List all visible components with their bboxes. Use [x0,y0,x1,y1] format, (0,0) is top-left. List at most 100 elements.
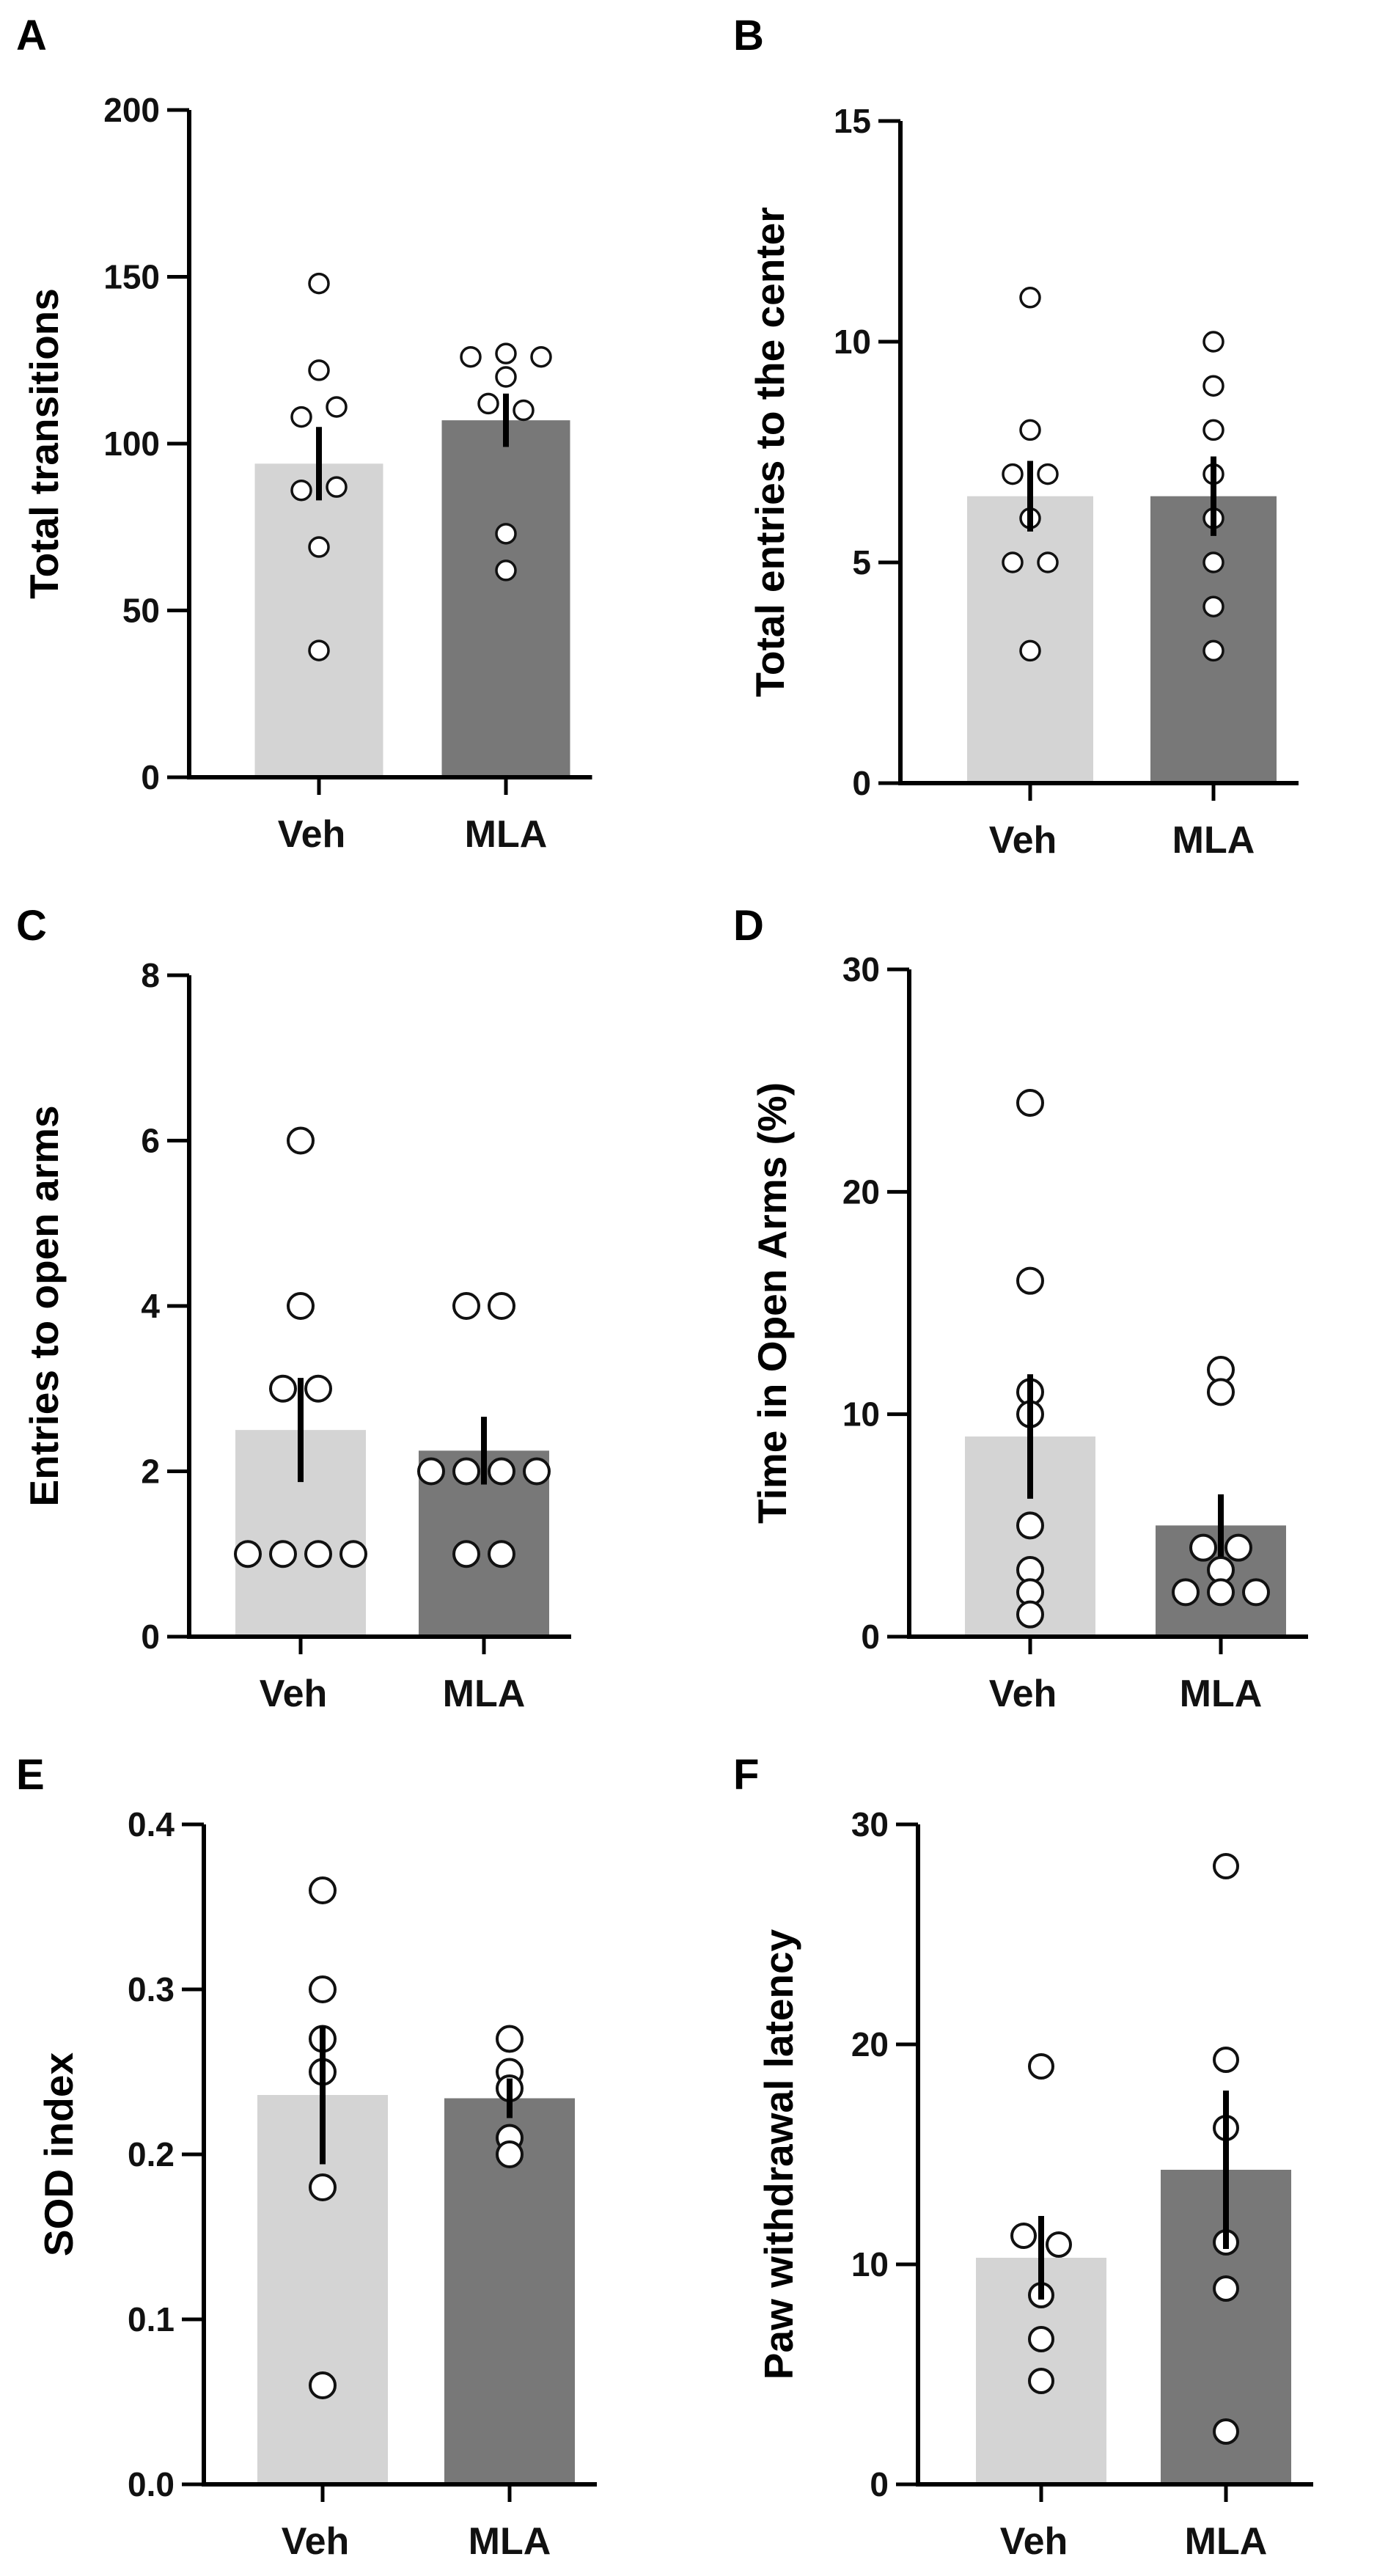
y-tick-label: 0 [861,1618,880,1656]
panel-a: A Total transitions 0 50 100 150 200 Veh MLA [16,12,592,856]
data-point [1002,551,1024,573]
panel-letter: A [16,12,47,59]
data-point [495,342,517,364]
data-point [1028,2053,1054,2080]
data-point [1046,2231,1072,2258]
panel-e: E SOD index 0.0 0.1 0.2 0.3 0.4 Veh MLA [16,1751,597,2563]
y-tick-label: 0.2 [128,2135,175,2173]
data-point [290,479,312,502]
panel-letter: E [16,1751,45,1799]
data-point [308,359,330,381]
y-tick-label: 30 [842,950,880,988]
y-tick-label: 20 [842,1173,880,1211]
data-point [417,1457,445,1486]
data-point [1202,639,1224,662]
x-category-label: MLA [1185,2520,1268,2563]
x-category-label: Veh [989,819,1057,862]
y-tick-label: 2 [141,1453,160,1491]
data-point [1010,2223,1037,2249]
x-category-label: MLA [443,1673,526,1715]
data-point [1202,375,1224,397]
y-tick-label: 200 [103,91,160,129]
y-axis-title: Paw withdrawal latency [756,1929,801,2379]
data-point [308,272,330,295]
data-point [304,1374,332,1403]
data-point [309,2371,337,2399]
y-tick-label: 0.3 [128,1970,175,2008]
x-category-label: Veh [260,1673,328,1715]
y-tick-label: 8 [141,956,160,994]
y-tick-label: 0 [852,764,871,802]
y-axis-title: Total entries to the center [747,207,793,697]
data-point [308,639,330,661]
y-tick-label: 150 [103,258,160,296]
data-point [339,1540,367,1568]
bar-veh [254,463,383,777]
data-point [269,1374,297,1403]
data-point [1189,1533,1217,1562]
panel-d: D Time in Open Arms (%) 0 10 20 30 Veh MLA [733,902,1308,1715]
data-point [309,2173,337,2201]
x-category-label: MLA [1172,819,1255,862]
y-tick-label: 0.4 [128,1805,175,1843]
data-point [269,1540,297,1568]
data-point [1224,1533,1252,1562]
data-point [308,536,330,558]
data-point [304,1540,332,1568]
data-point [1028,2368,1054,2394]
y-tick-label: 4 [141,1287,160,1325]
data-point [1019,287,1041,309]
y-tick-label: 0.1 [128,2300,175,2338]
data-point [234,1540,262,1568]
data-point [1202,419,1224,441]
data-point [496,2140,524,2168]
panel-letter: B [733,12,764,59]
data-point [496,2025,524,2053]
data-point [460,345,482,368]
data-point [488,1457,515,1486]
x-category-label: MLA [469,2520,551,2563]
y-tick-label: 6 [141,1122,160,1160]
data-point [287,1292,315,1320]
data-point [1202,595,1224,617]
y-tick-label: 100 [103,425,160,463]
data-point [1207,1378,1235,1406]
panel-letter: C [16,902,47,950]
y-axis-title: Entries to open arms [21,1105,67,1506]
data-point [1202,551,1224,573]
bar-veh [967,496,1093,783]
data-point [1019,419,1041,441]
data-point [326,396,348,418]
x-category-label: MLA [1180,1673,1263,1715]
data-point [290,406,312,428]
x-category-label: Veh [278,813,346,856]
data-point [495,559,517,581]
y-tick-label: 30 [851,1805,889,1843]
bar-mla [441,420,570,777]
data-point [1002,463,1024,485]
data-point [495,366,517,388]
data-point [477,392,499,415]
panel-letter: F [733,1751,759,1799]
x-category-label: Veh [1000,2520,1068,2563]
data-point [326,476,348,498]
data-point [1213,2047,1239,2073]
y-axis-title: SOD index [36,2052,81,2257]
data-point [1016,1266,1044,1295]
data-point [488,1292,515,1320]
panel-f: F Paw withdrawal latency 0 10 20 30 Veh MLA [733,1751,1313,2563]
data-point [1028,2326,1054,2352]
data-point [1213,1853,1239,1879]
y-axis-title: Total transitions [21,288,67,599]
data-point [1213,2275,1239,2302]
y-tick-label: 0 [141,758,160,796]
panel-c: C Entries to open arms 0 2 4 6 8 Veh MLA [16,902,571,1715]
data-point [452,1457,480,1486]
data-point [309,1975,337,2003]
y-tick-label: 10 [842,1395,880,1434]
data-point [1016,1089,1044,1117]
y-tick-label: 15 [834,102,871,140]
data-point [452,1540,480,1568]
y-tick-label: 10 [851,2245,889,2283]
